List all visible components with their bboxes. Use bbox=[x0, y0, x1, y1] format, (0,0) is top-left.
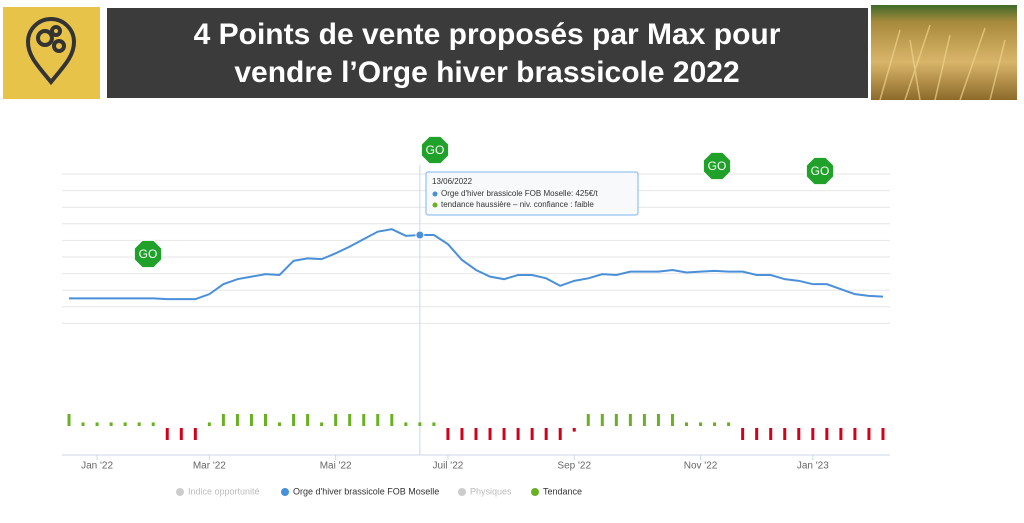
trend-bar bbox=[278, 422, 282, 426]
tooltip-box bbox=[425, 171, 639, 216]
trend-bar bbox=[572, 428, 576, 432]
hover-point bbox=[415, 230, 425, 240]
legend-label: Indice opportunité bbox=[188, 486, 260, 496]
trend-bar bbox=[558, 428, 562, 440]
trend-bar bbox=[432, 422, 436, 426]
x-tick-label: Juil '22 bbox=[433, 461, 464, 472]
go-marker bbox=[133, 239, 163, 269]
tooltip-dot bbox=[432, 191, 438, 197]
trend-bar bbox=[249, 414, 253, 426]
trend-bar bbox=[502, 428, 506, 440]
trend-bar bbox=[488, 428, 492, 440]
legend-marker bbox=[176, 488, 184, 496]
trend-bar bbox=[123, 422, 127, 426]
trend-bar bbox=[334, 414, 338, 426]
trend-bar bbox=[109, 422, 113, 426]
legend-marker bbox=[531, 488, 539, 496]
go-label: GO bbox=[139, 247, 158, 261]
legend-label: Physiques bbox=[470, 486, 512, 496]
trend-bar bbox=[516, 428, 520, 440]
x-tick-label: Nov '22 bbox=[684, 461, 718, 472]
trend-bar bbox=[600, 414, 604, 426]
trend-bar bbox=[179, 428, 183, 440]
trend-bar bbox=[867, 428, 871, 440]
legend-label: Tendance bbox=[543, 486, 582, 496]
trend-bar bbox=[235, 414, 239, 426]
trend-bar bbox=[292, 414, 296, 426]
trend-bar bbox=[881, 428, 885, 440]
trend-bar bbox=[207, 422, 211, 426]
trend-bar bbox=[825, 428, 829, 440]
trend-bar bbox=[418, 422, 422, 426]
x-tick-label: Jan '23 bbox=[797, 461, 829, 472]
trend-bar bbox=[713, 422, 717, 426]
legend-label: Orge d'hiver brassicole FOB Moselle bbox=[293, 486, 439, 496]
tooltip-line: tendance haussière – niv. confiance : fa… bbox=[441, 200, 594, 209]
trend-bar bbox=[67, 414, 71, 426]
trend-bar bbox=[390, 414, 394, 426]
trend-bar bbox=[839, 428, 843, 440]
trend-bar bbox=[474, 428, 478, 440]
wheat-stalks bbox=[879, 24, 1006, 101]
x-tick-label: Sep '22 bbox=[557, 461, 591, 472]
trend-bar bbox=[376, 414, 380, 426]
trend-bar bbox=[81, 422, 85, 426]
trend-bar bbox=[446, 428, 450, 440]
go-label: GO bbox=[811, 164, 830, 178]
trend-bar bbox=[685, 422, 689, 426]
legend-marker bbox=[458, 488, 466, 496]
trend-bar bbox=[221, 414, 225, 426]
title: 4 Points de vente proposés par Max pour bbox=[194, 18, 781, 51]
tooltip-line: Orge d'hiver brassicole FOB Moselle: 425… bbox=[441, 189, 598, 198]
price-line bbox=[69, 228, 884, 301]
trend-bar bbox=[727, 422, 731, 426]
trend-bar bbox=[137, 422, 141, 426]
trend-bar bbox=[699, 422, 703, 426]
trend-bar bbox=[193, 428, 197, 440]
trend-bar bbox=[811, 428, 815, 440]
trend-bar bbox=[263, 414, 267, 426]
trend-bar bbox=[530, 428, 534, 440]
tooltip-date: 13/06/2022 bbox=[432, 177, 473, 186]
trend-bar bbox=[404, 422, 408, 426]
trend-bar bbox=[586, 414, 590, 426]
trend-bar bbox=[769, 428, 773, 440]
trend-bar bbox=[642, 414, 646, 426]
go-marker bbox=[702, 151, 732, 181]
trend-bar bbox=[320, 422, 324, 426]
go-label: GO bbox=[708, 159, 727, 173]
trend-bar bbox=[165, 428, 169, 440]
trend-bar bbox=[460, 428, 464, 440]
trend-bar bbox=[741, 428, 745, 440]
trend-bar bbox=[362, 414, 366, 426]
trend-bar bbox=[95, 422, 99, 426]
x-tick-label: Jan '22 bbox=[81, 461, 113, 472]
trend-bar bbox=[544, 428, 548, 440]
trend-bar bbox=[628, 414, 632, 426]
logo-icon bbox=[25, 17, 77, 86]
x-tick-label: Mar '22 bbox=[193, 461, 226, 472]
go-marker bbox=[420, 135, 450, 165]
tooltip-dot bbox=[432, 202, 438, 208]
x-tick-label: Mai '22 bbox=[320, 461, 352, 472]
title: vendre l’Orge hiver brassicole 2022 bbox=[234, 56, 739, 89]
trend-bar bbox=[783, 428, 787, 440]
legend-marker bbox=[281, 488, 289, 496]
go-label: GO bbox=[426, 143, 445, 157]
trend-bar bbox=[670, 414, 674, 426]
trend-bar bbox=[348, 414, 352, 426]
trend-bar bbox=[614, 414, 618, 426]
trend-bar bbox=[853, 428, 857, 440]
trend-bar bbox=[656, 414, 660, 426]
go-marker bbox=[805, 156, 835, 186]
trend-bar bbox=[797, 428, 801, 440]
wheat-image bbox=[871, 5, 1017, 100]
trend-bar bbox=[151, 422, 155, 426]
trend-bar bbox=[755, 428, 759, 440]
trend-bar bbox=[306, 414, 310, 426]
title-bar bbox=[107, 8, 868, 98]
